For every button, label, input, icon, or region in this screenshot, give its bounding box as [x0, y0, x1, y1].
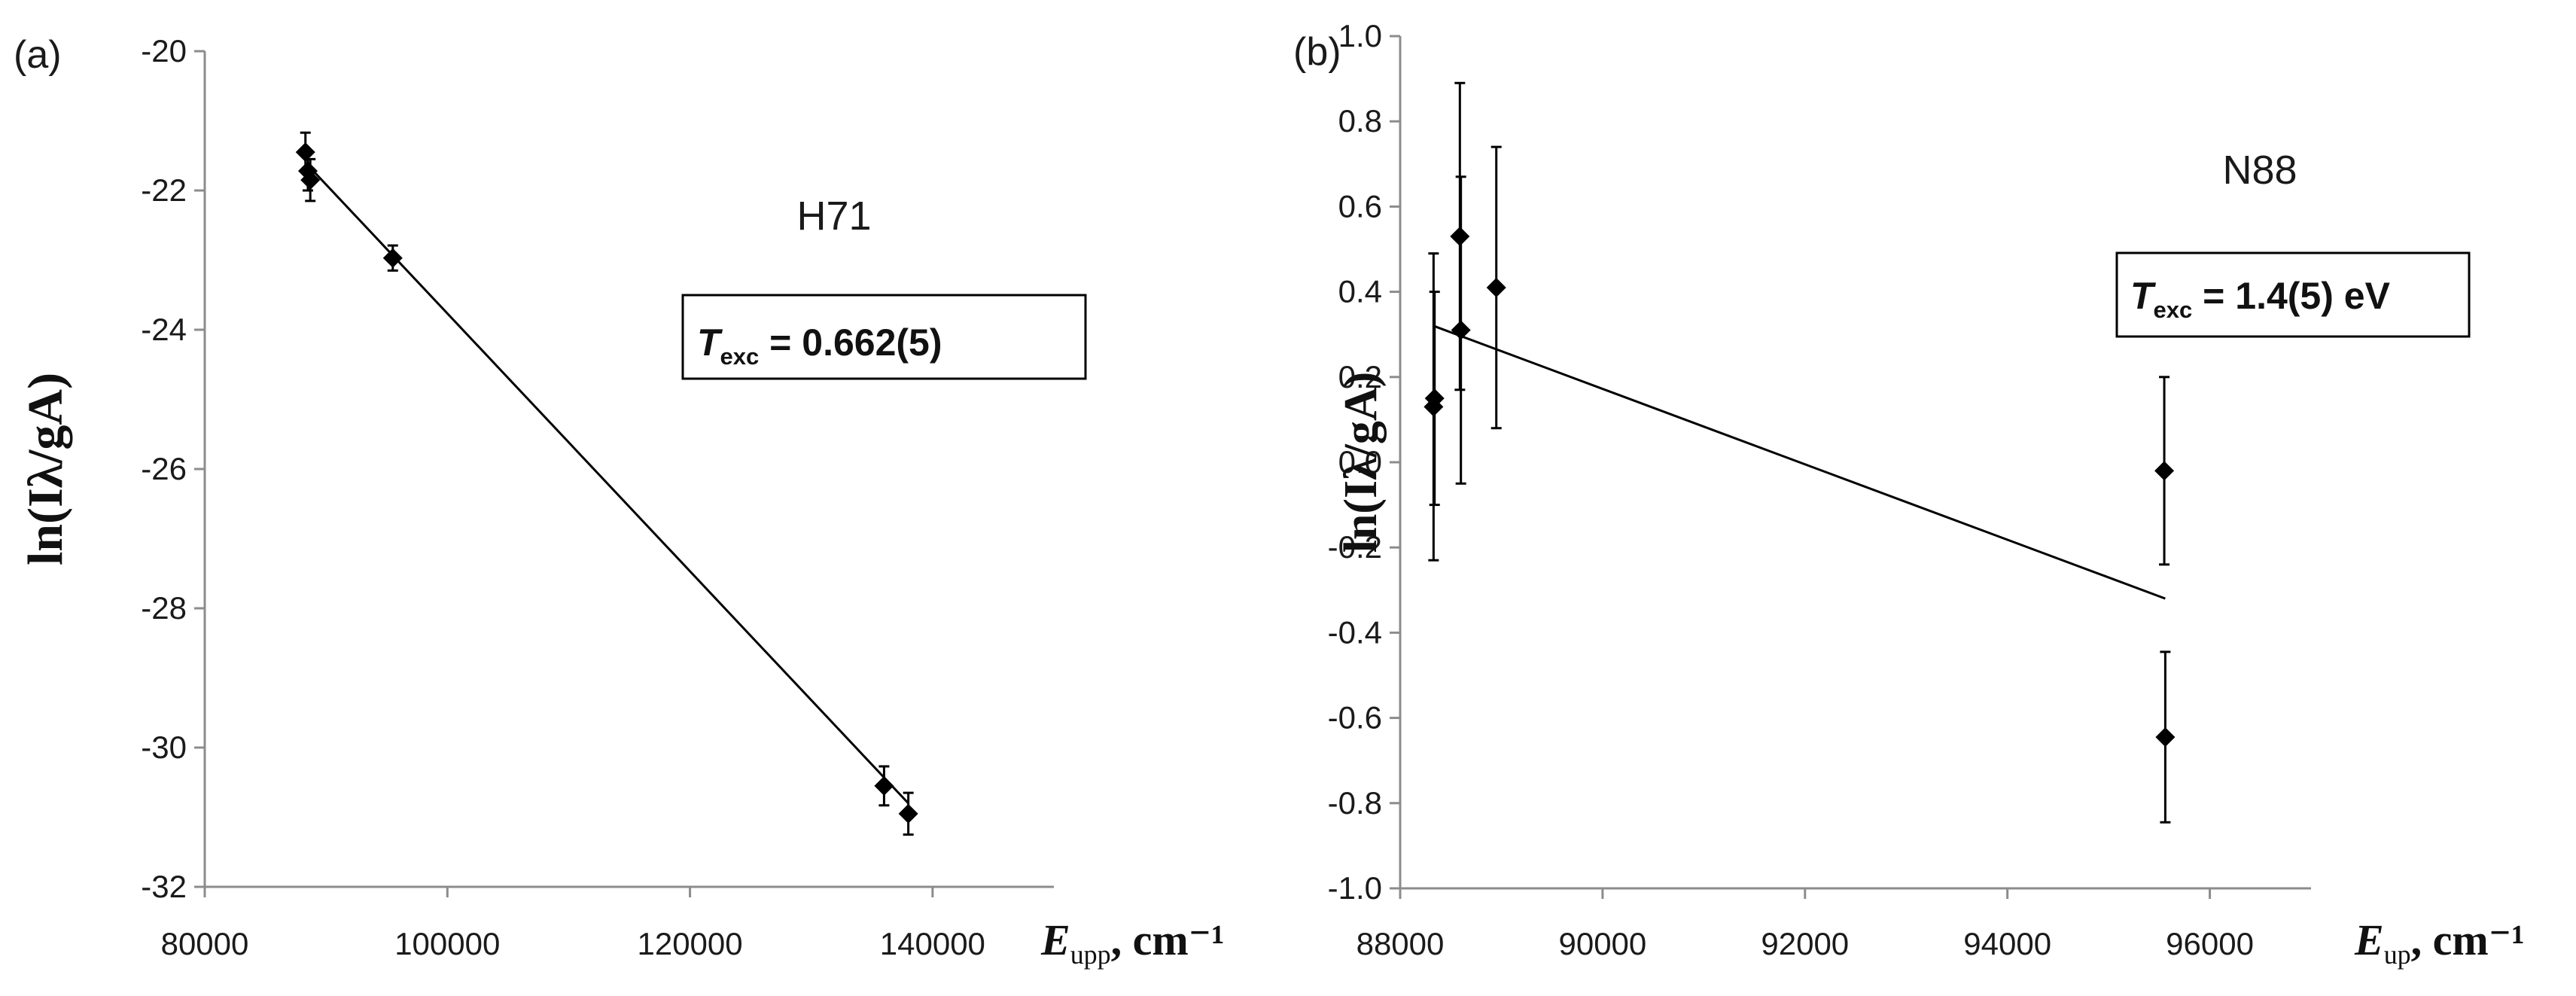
x-axis-subscript: upp [1070, 940, 1111, 970]
y-tick-label: -22 [141, 172, 187, 208]
x-tick-label: 92000 [1761, 926, 1849, 961]
data-point [874, 775, 894, 796]
data-point [295, 142, 315, 163]
panel-label: (a) [14, 33, 62, 77]
fit-line [304, 161, 909, 805]
annotation-symbol: T [2130, 275, 2157, 317]
y-tick-label: -28 [141, 590, 187, 626]
x-tick-label: 94000 [1963, 926, 2051, 961]
annotation-value: = 0.662(5) [759, 321, 942, 364]
data-point [1451, 320, 1471, 340]
y-tick-label: -0.2 [1328, 529, 1382, 565]
y-tick-label: -20 [141, 33, 187, 69]
chart-panel-b: -1.0 -0.8 -0.6 -0.4 -0.2 0.0 0.2 0.4 0.6 0.8 1.0 88… [1293, 18, 2525, 970]
x-axis-title: Eup, cm⁻¹ [2354, 915, 2525, 970]
chart-panel-a: -32 -30 -28 -26 -24 -22 -20 80000 100000 120000 14… [14, 33, 1225, 970]
data-point [2154, 461, 2175, 481]
y-tick-label: -26 [141, 451, 187, 486]
y-tick-label: 0.4 [1338, 274, 1382, 309]
y-axis-title: ln(Iλ/gA) [18, 373, 73, 565]
y-tick-label: -0.4 [1328, 614, 1382, 650]
y-tick-label: 0.8 [1338, 103, 1382, 139]
series-name-label: N88 [2222, 148, 2297, 193]
y-tick-label: 0.0 [1338, 444, 1382, 480]
y-tick-label: 1.0 [1338, 18, 1382, 53]
annotation-text: Texc = 0.662(5) [697, 321, 942, 370]
annotation-box [681, 294, 1087, 380]
y-tick-label: 0.2 [1338, 359, 1382, 394]
y-tick-label: -24 [141, 312, 187, 347]
x-tick-label: 140000 [880, 926, 985, 961]
y-tick-label: -0.6 [1328, 700, 1382, 736]
x-axis-symbol: E [2354, 915, 2384, 964]
x-axis-units: , cm⁻¹ [1111, 915, 1225, 964]
series-name-label: H71 [796, 193, 871, 239]
y-tick-label: 0.6 [1338, 188, 1382, 224]
data-point [382, 248, 403, 268]
annotation-subscript: exc [720, 343, 760, 370]
data-point [300, 170, 321, 190]
annotation-subscript: exc [2154, 297, 2193, 323]
annotation-symbol: T [697, 321, 723, 364]
annotation-text: Texc = 1.4(5) eV [2130, 275, 2391, 323]
annotation-value: = 1.4(5) eV [2192, 275, 2390, 317]
x-axis-title: Eupp, cm⁻¹ [1040, 915, 1225, 970]
panel-label: (b) [1293, 30, 1341, 74]
data-point [1424, 388, 1445, 409]
x-tick-label: 100000 [394, 926, 500, 961]
x-tick-label: 96000 [2166, 926, 2254, 961]
y-tick-label: -32 [141, 869, 187, 904]
x-tick-label: 120000 [637, 926, 742, 961]
data-point [898, 803, 918, 824]
data-point [2155, 727, 2176, 748]
x-axis-subscript: up [2384, 940, 2411, 970]
fit-line [1433, 324, 2166, 600]
y-tick-label: -1.0 [1328, 870, 1382, 906]
x-axis-units: , cm⁻¹ [2411, 915, 2525, 964]
x-tick-label: 80000 [161, 926, 249, 961]
y-tick-label: -30 [141, 729, 187, 765]
x-tick-label: 90000 [1558, 926, 1646, 961]
x-tick-label: 88000 [1357, 926, 1445, 961]
data-point [1486, 277, 1506, 297]
y-tick-label: -0.8 [1328, 785, 1382, 821]
y-axis-title: ln(Iλ/gA) [1335, 372, 1387, 553]
annotation-box [2115, 251, 2471, 338]
x-axis-symbol: E [1040, 915, 1070, 964]
data-point [1450, 227, 1470, 247]
